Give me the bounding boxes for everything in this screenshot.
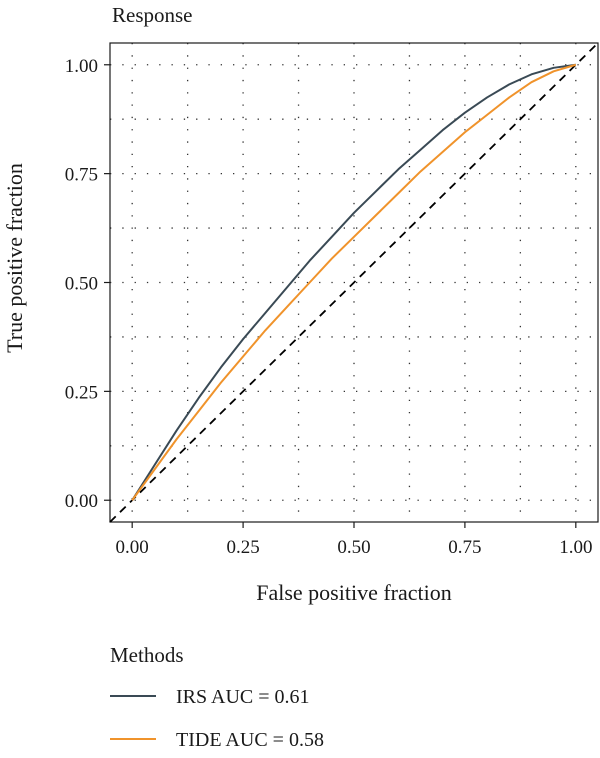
legend-label-0: IRS AUC = 0.61 [176, 686, 310, 708]
x-tick-label: 0.00 [116, 537, 149, 558]
x-axis-label: False positive fraction [256, 580, 452, 605]
chart-title: Response [112, 3, 193, 27]
y-tick-label: 0.00 [65, 491, 98, 512]
series-line-0 [131, 63, 576, 501]
x-tick-label: 0.50 [337, 537, 370, 558]
legend-title: Methods [110, 643, 184, 667]
reference-diagonal-line [109, 42, 599, 523]
x-tick-label: 0.25 [226, 537, 259, 558]
x-axis-ticks: 0.00 0.25 0.50 0.75 1.00 [116, 522, 592, 558]
legend-label-1: TIDE AUC = 0.58 [176, 729, 324, 751]
y-tick-label: 0.50 [65, 274, 98, 295]
legend: IRS AUC = 0.61 TIDE AUC = 0.58 [110, 686, 324, 751]
reference-line-group [109, 42, 599, 523]
y-tick-label: 0.25 [65, 382, 98, 403]
x-tick-label: 0.75 [448, 537, 481, 558]
y-tick-label: 1.00 [65, 56, 98, 77]
x-tick-label: 1.00 [559, 537, 592, 558]
y-axis-ticks: 0.00 0.25 0.50 0.75 1.00 [65, 56, 110, 512]
y-axis-label: True positive fraction [2, 163, 27, 353]
series-group [131, 63, 577, 501]
series-line-1 [131, 63, 577, 501]
y-tick-label: 0.75 [65, 165, 98, 186]
grid [110, 43, 598, 522]
